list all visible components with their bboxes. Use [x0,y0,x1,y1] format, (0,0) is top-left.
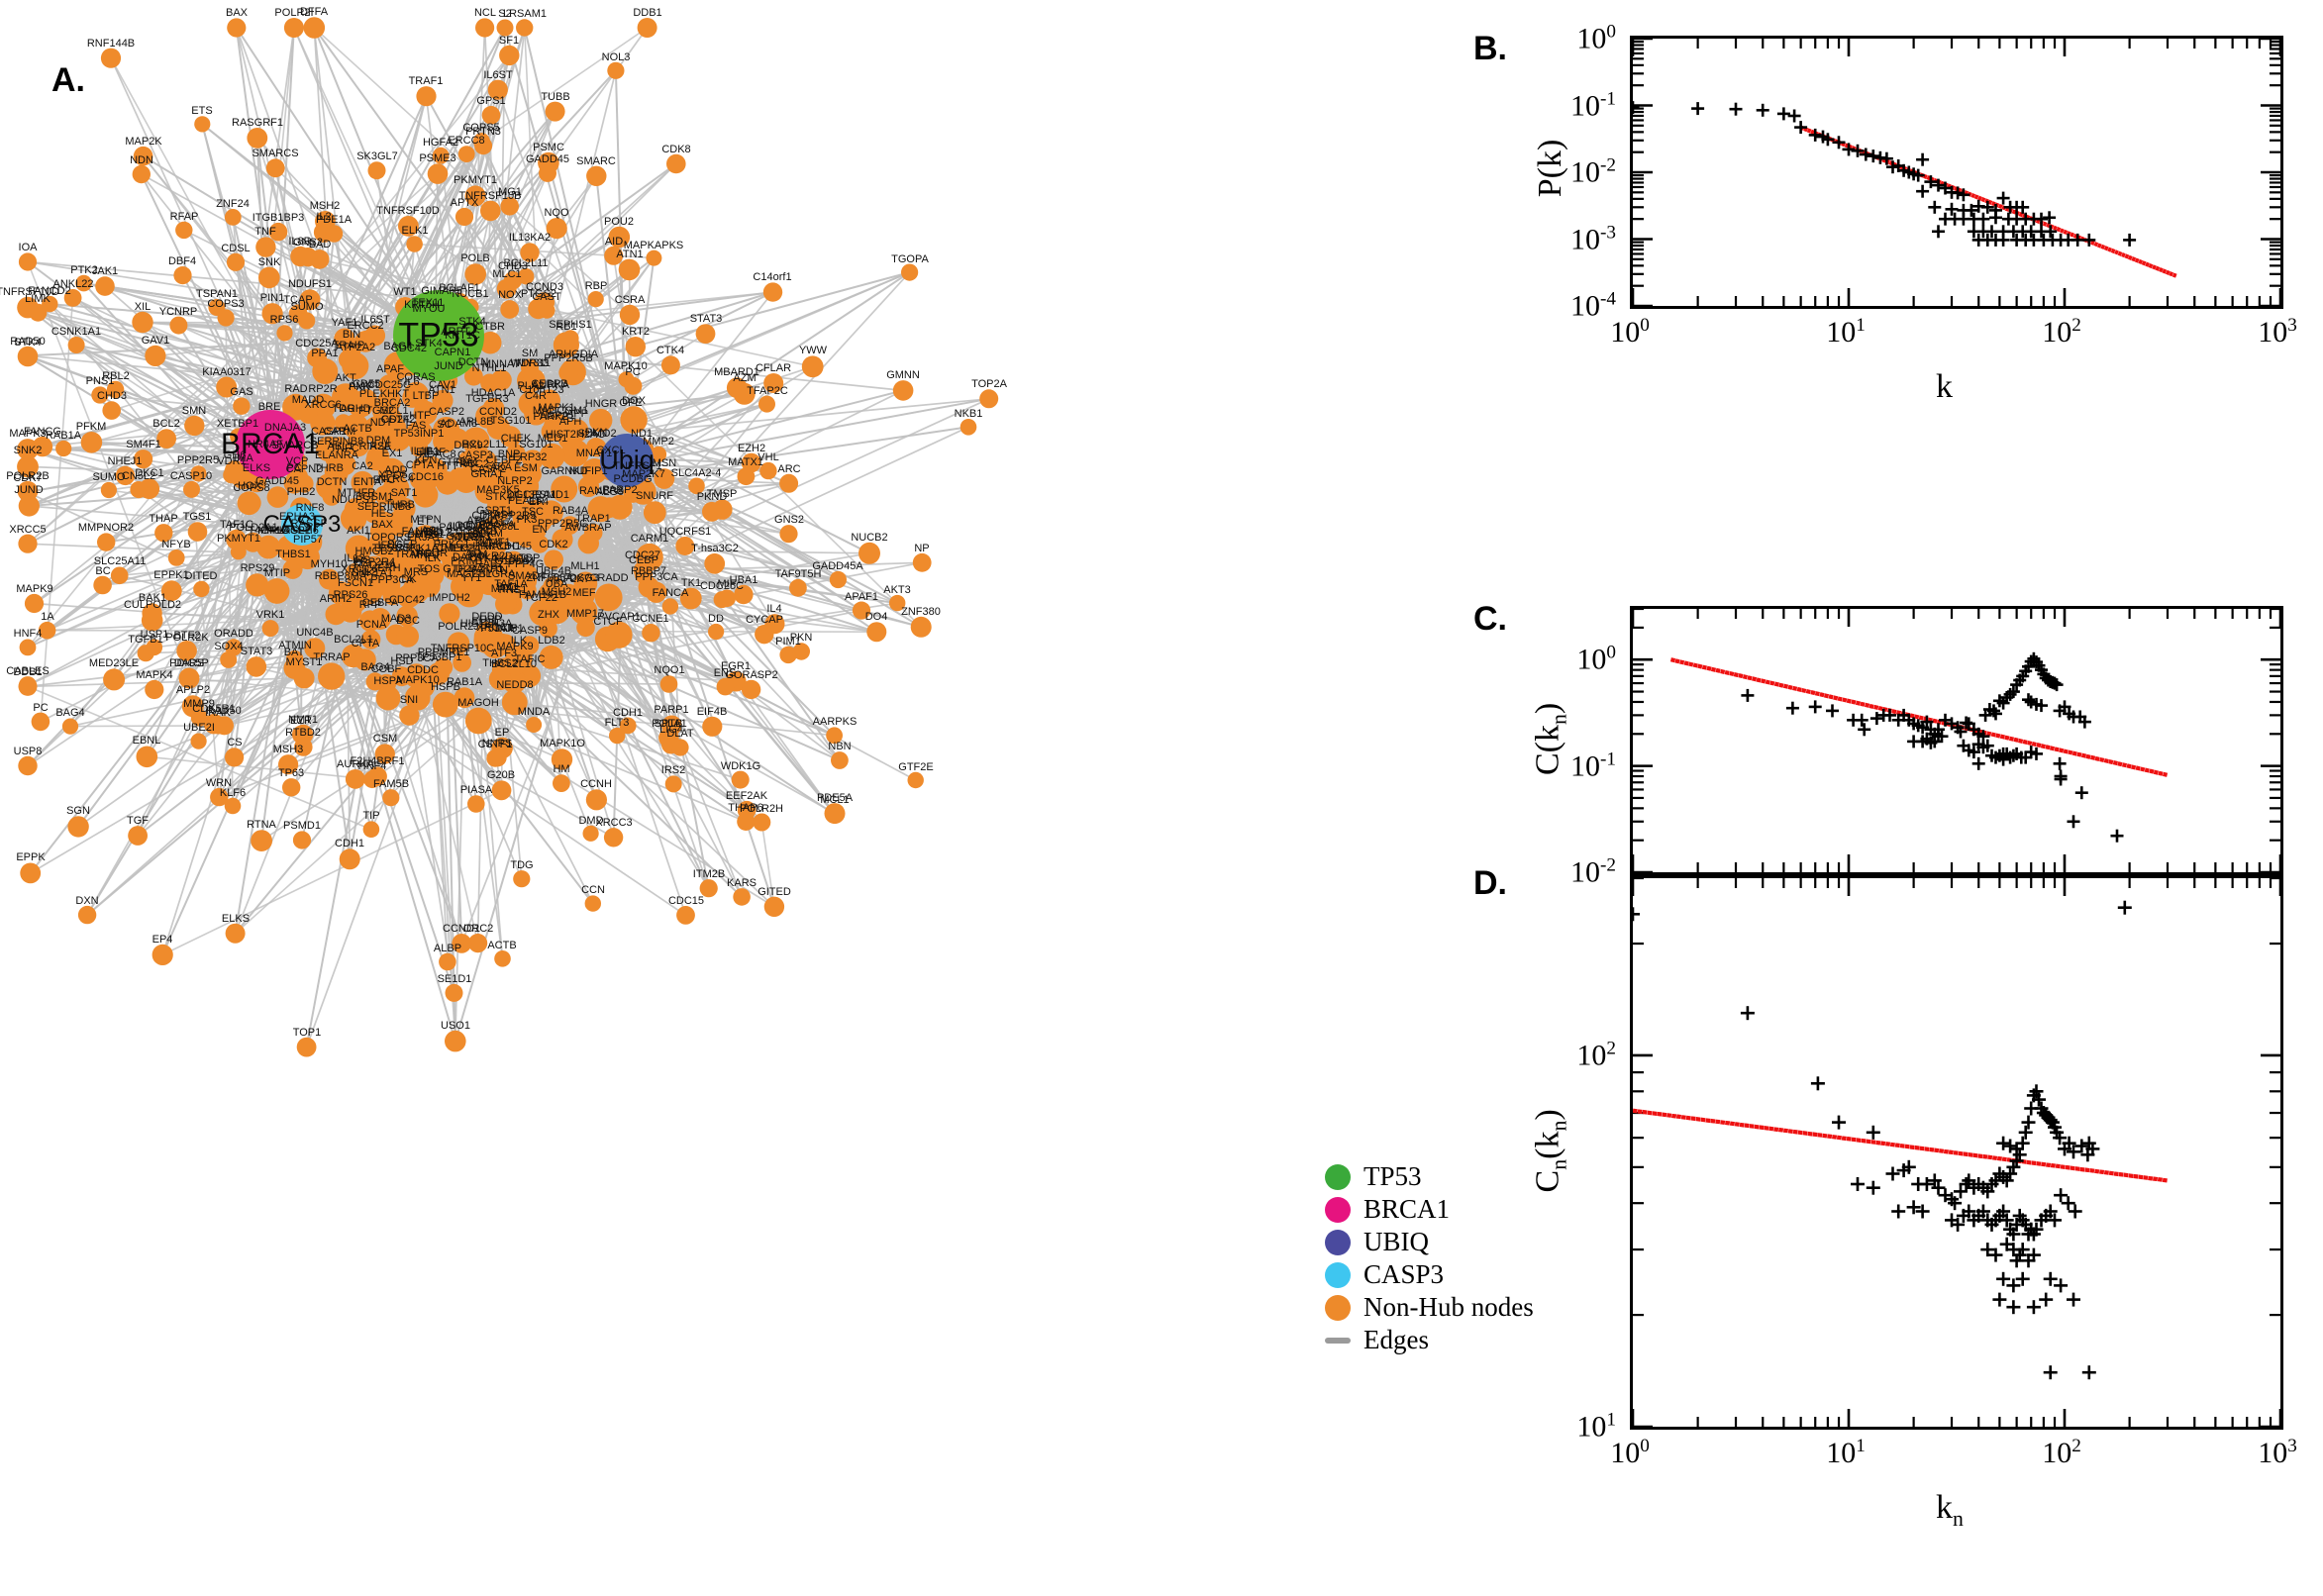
x-axis-label: kn [1936,1489,1964,1531]
legend-label: BRCA1 [1364,1194,1451,1224]
legend-item-brca1: BRCA1 [1325,1193,1582,1226]
legend-line-icon [1325,1337,1351,1344]
y-tick-label: 100 [1576,21,1616,55]
legend-dot-icon [1325,1163,1351,1190]
y-tick-label: 10-3 [1570,222,1616,255]
panel-a-network: A. TAF1C ARL8B GIMAP5 DMD SOX4 ALG9 MAGEB1 MAGO… [0,6,1007,1057]
legend-dot-icon [1325,1294,1351,1321]
y-tick-label: 10-1 [1570,88,1616,122]
legend-item-tp53: TP53 [1325,1160,1582,1193]
panel-b-data [1633,39,2280,306]
panel-d-data [1633,878,2280,1427]
y-axis-label: P(k) [1532,139,1568,198]
panel-c-letter: C. [1473,600,1507,638]
panel-c-plot-area [1630,606,2283,875]
legend-item-non-hub-nodes: Non-Hub nodes [1325,1291,1582,1324]
y-tick-label: 101 [1576,1409,1616,1444]
panel-b-letter: B. [1473,30,1507,67]
panel-b-plot-area [1630,36,2283,309]
x-tick-label: 102 [2042,315,2081,349]
legend-label: CASP3 [1364,1259,1445,1289]
legend-dot-icon [1325,1229,1351,1255]
hub-node-label-casp3[interactable]: CASP3 [262,511,342,538]
network-graph [17,17,999,1057]
y-axis-label: Cn(kn) [1529,1109,1571,1193]
x-tick-label: 100 [1610,1436,1650,1469]
x-tick-label: 102 [2042,1436,2081,1469]
y-tick-label: 10-2 [1570,854,1616,889]
x-tick-label: 101 [1826,1436,1866,1469]
hub-node-label-ubiq[interactable]: Ubiq [599,445,655,475]
y-tick-label: 10-4 [1570,288,1616,323]
x-axis-label: k [1936,368,1953,405]
hub-node-label-tp53[interactable]: TP53 [398,316,479,354]
legend-label: Non-Hub nodes [1364,1292,1534,1322]
panel-a-letter: A. [51,61,85,99]
y-tick-label: 10-2 [1570,154,1616,189]
hub-node-label-brca1[interactable]: BRCA1 [220,428,321,460]
legend-item-ubiq: UBIQ [1325,1226,1582,1258]
legend-dot-icon [1325,1261,1351,1288]
legend-label: TP53 [1364,1161,1422,1191]
x-tick-label: 103 [2258,1436,2297,1469]
y-tick-label: 102 [1576,1038,1616,1072]
panel-d-plot-area [1630,875,2283,1430]
legend-label: UBIQ [1364,1227,1429,1256]
x-tick-label: 101 [1826,315,1866,349]
legend-dot-icon [1325,1196,1351,1223]
legend-item-casp3: CASP3 [1325,1258,1582,1291]
x-tick-label: 103 [2258,315,2297,349]
y-tick-label: 10-1 [1570,748,1616,783]
legend-label: Edges [1364,1325,1429,1354]
plot-column: B. C. D. 100 10-1 10-2 10-3 10-4 100 101 102 103… [1456,0,2323,1596]
y-tick-label: 100 [1576,642,1616,676]
panel-d-letter: D. [1473,864,1507,902]
legend-item-edges: Edges [1325,1324,1582,1356]
legend: TP53 BRCA1 UBIQ CASP3 Non-Hub nodes Edges [1325,1160,1582,1356]
y-axis-label: C(kn) [1529,702,1571,776]
panel-c-data [1633,609,2280,872]
x-tick-label: 100 [1610,315,1650,349]
